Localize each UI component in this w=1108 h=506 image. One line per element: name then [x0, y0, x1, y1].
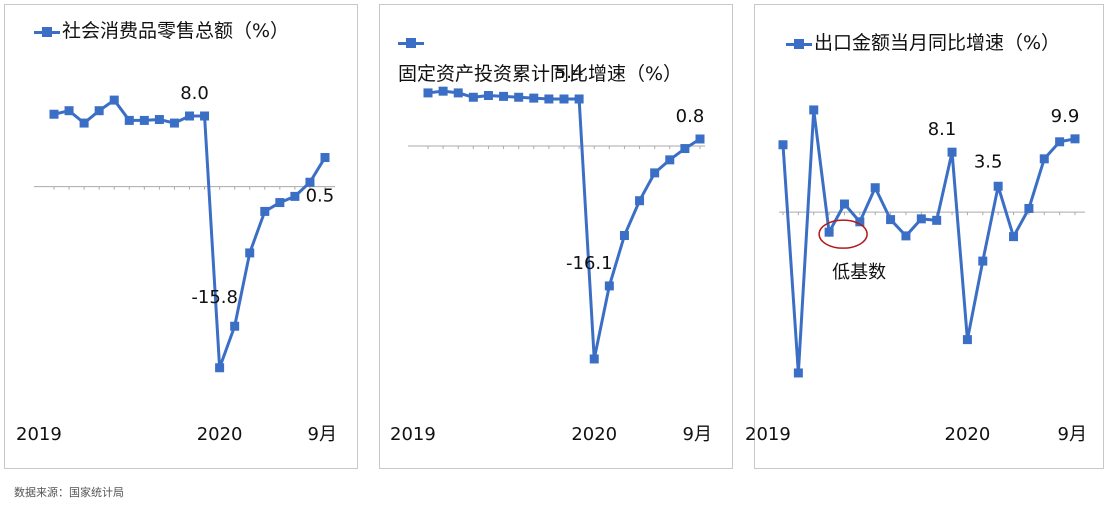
data-point [64, 106, 74, 116]
data-label: -15.8 [191, 287, 238, 308]
panel [379, 4, 733, 469]
data-point [215, 363, 225, 373]
data-point [778, 140, 788, 150]
source: 数据来源：国家统计局 [14, 486, 124, 499]
data-point [809, 105, 819, 115]
legend-label: 固定资产投资累计同比增速（%） [398, 63, 683, 85]
x-tick-label: 9月 [308, 424, 337, 445]
data-point [978, 256, 988, 266]
data-point [94, 106, 104, 116]
data-label: -16.1 [566, 253, 613, 274]
data-point [932, 215, 942, 225]
data-label: 8.1 [928, 119, 957, 140]
data-point [993, 181, 1003, 191]
data-point [855, 217, 865, 227]
data-point [305, 177, 315, 187]
data-point [290, 191, 300, 201]
data-point [962, 335, 972, 345]
data-point [109, 95, 119, 105]
data-point [886, 215, 896, 225]
data-label: 0.8 [676, 106, 705, 127]
x-tick-label: 2019 [745, 424, 791, 445]
legend-label: 社会消费品零售总额（%） [62, 20, 290, 42]
data-point [320, 153, 330, 163]
data-point [901, 231, 911, 241]
data-point [916, 214, 926, 224]
data-label: 5.4 [555, 62, 584, 83]
data-label: 9.9 [1051, 106, 1080, 127]
annotation-circle [818, 219, 868, 249]
data-point [230, 321, 240, 331]
legend-key [34, 26, 60, 38]
legend-key [398, 37, 424, 49]
data-point [468, 92, 478, 102]
x-tick-label: 2020 [197, 424, 243, 445]
x-tick-label: 9月 [1058, 424, 1087, 445]
data-point [79, 118, 89, 128]
data-point [650, 168, 660, 178]
legend-label: 出口金额当月同比增速（%） [814, 32, 1061, 54]
data-point [275, 198, 285, 208]
data-point [559, 94, 569, 104]
data-point [154, 115, 164, 125]
data-point [947, 147, 957, 157]
x-tick-label: 2019 [390, 424, 436, 445]
series-line [53, 98, 327, 369]
data-point [200, 111, 210, 121]
data-point [169, 118, 179, 128]
data-point [260, 206, 270, 216]
x-tick-label: 2020 [571, 424, 617, 445]
data-point [514, 92, 524, 102]
x-tick-label: 2019 [16, 424, 62, 445]
data-point [124, 115, 134, 125]
panel [4, 4, 358, 469]
legend: 固定资产投资累计同比增速（%） [398, 26, 708, 90]
data-point [695, 134, 705, 144]
data-point [870, 183, 880, 193]
data-point [665, 155, 675, 165]
legend: 出口金额当月同比增速（%） [786, 28, 1102, 58]
data-point [680, 144, 690, 154]
data-point [1039, 154, 1049, 164]
data-point [453, 88, 463, 98]
data-point [589, 354, 599, 364]
data-point [1009, 232, 1019, 242]
panel [754, 4, 1104, 469]
annotation: 低基数 [832, 262, 886, 283]
data-point [604, 281, 614, 291]
data-point [499, 91, 509, 101]
data-point [793, 368, 803, 378]
data-point [139, 115, 149, 125]
data-point [1070, 134, 1080, 144]
data-point [1024, 203, 1034, 213]
data-point [635, 196, 645, 206]
series-line [781, 109, 1076, 374]
data-point [544, 94, 554, 104]
data-label: 0.5 [306, 185, 335, 206]
data-point [574, 94, 584, 104]
data-point [423, 88, 433, 98]
data-point [1055, 137, 1065, 147]
data-point [529, 93, 539, 103]
data-point [245, 248, 255, 258]
data-point [185, 111, 194, 121]
series-line [427, 89, 701, 360]
data-label: 3.5 [974, 151, 1003, 172]
data-point [619, 230, 629, 240]
data-point [483, 91, 493, 101]
data-label: 8.0 [180, 83, 209, 104]
data-point [824, 227, 834, 237]
data-point [839, 199, 849, 209]
data-point [438, 86, 448, 96]
x-tick-label: 9月 [683, 424, 712, 445]
legend-key [786, 38, 812, 50]
x-tick-label: 2020 [945, 424, 991, 445]
legend: 社会消费品零售总额（%） [34, 16, 344, 46]
data-point [49, 109, 59, 119]
